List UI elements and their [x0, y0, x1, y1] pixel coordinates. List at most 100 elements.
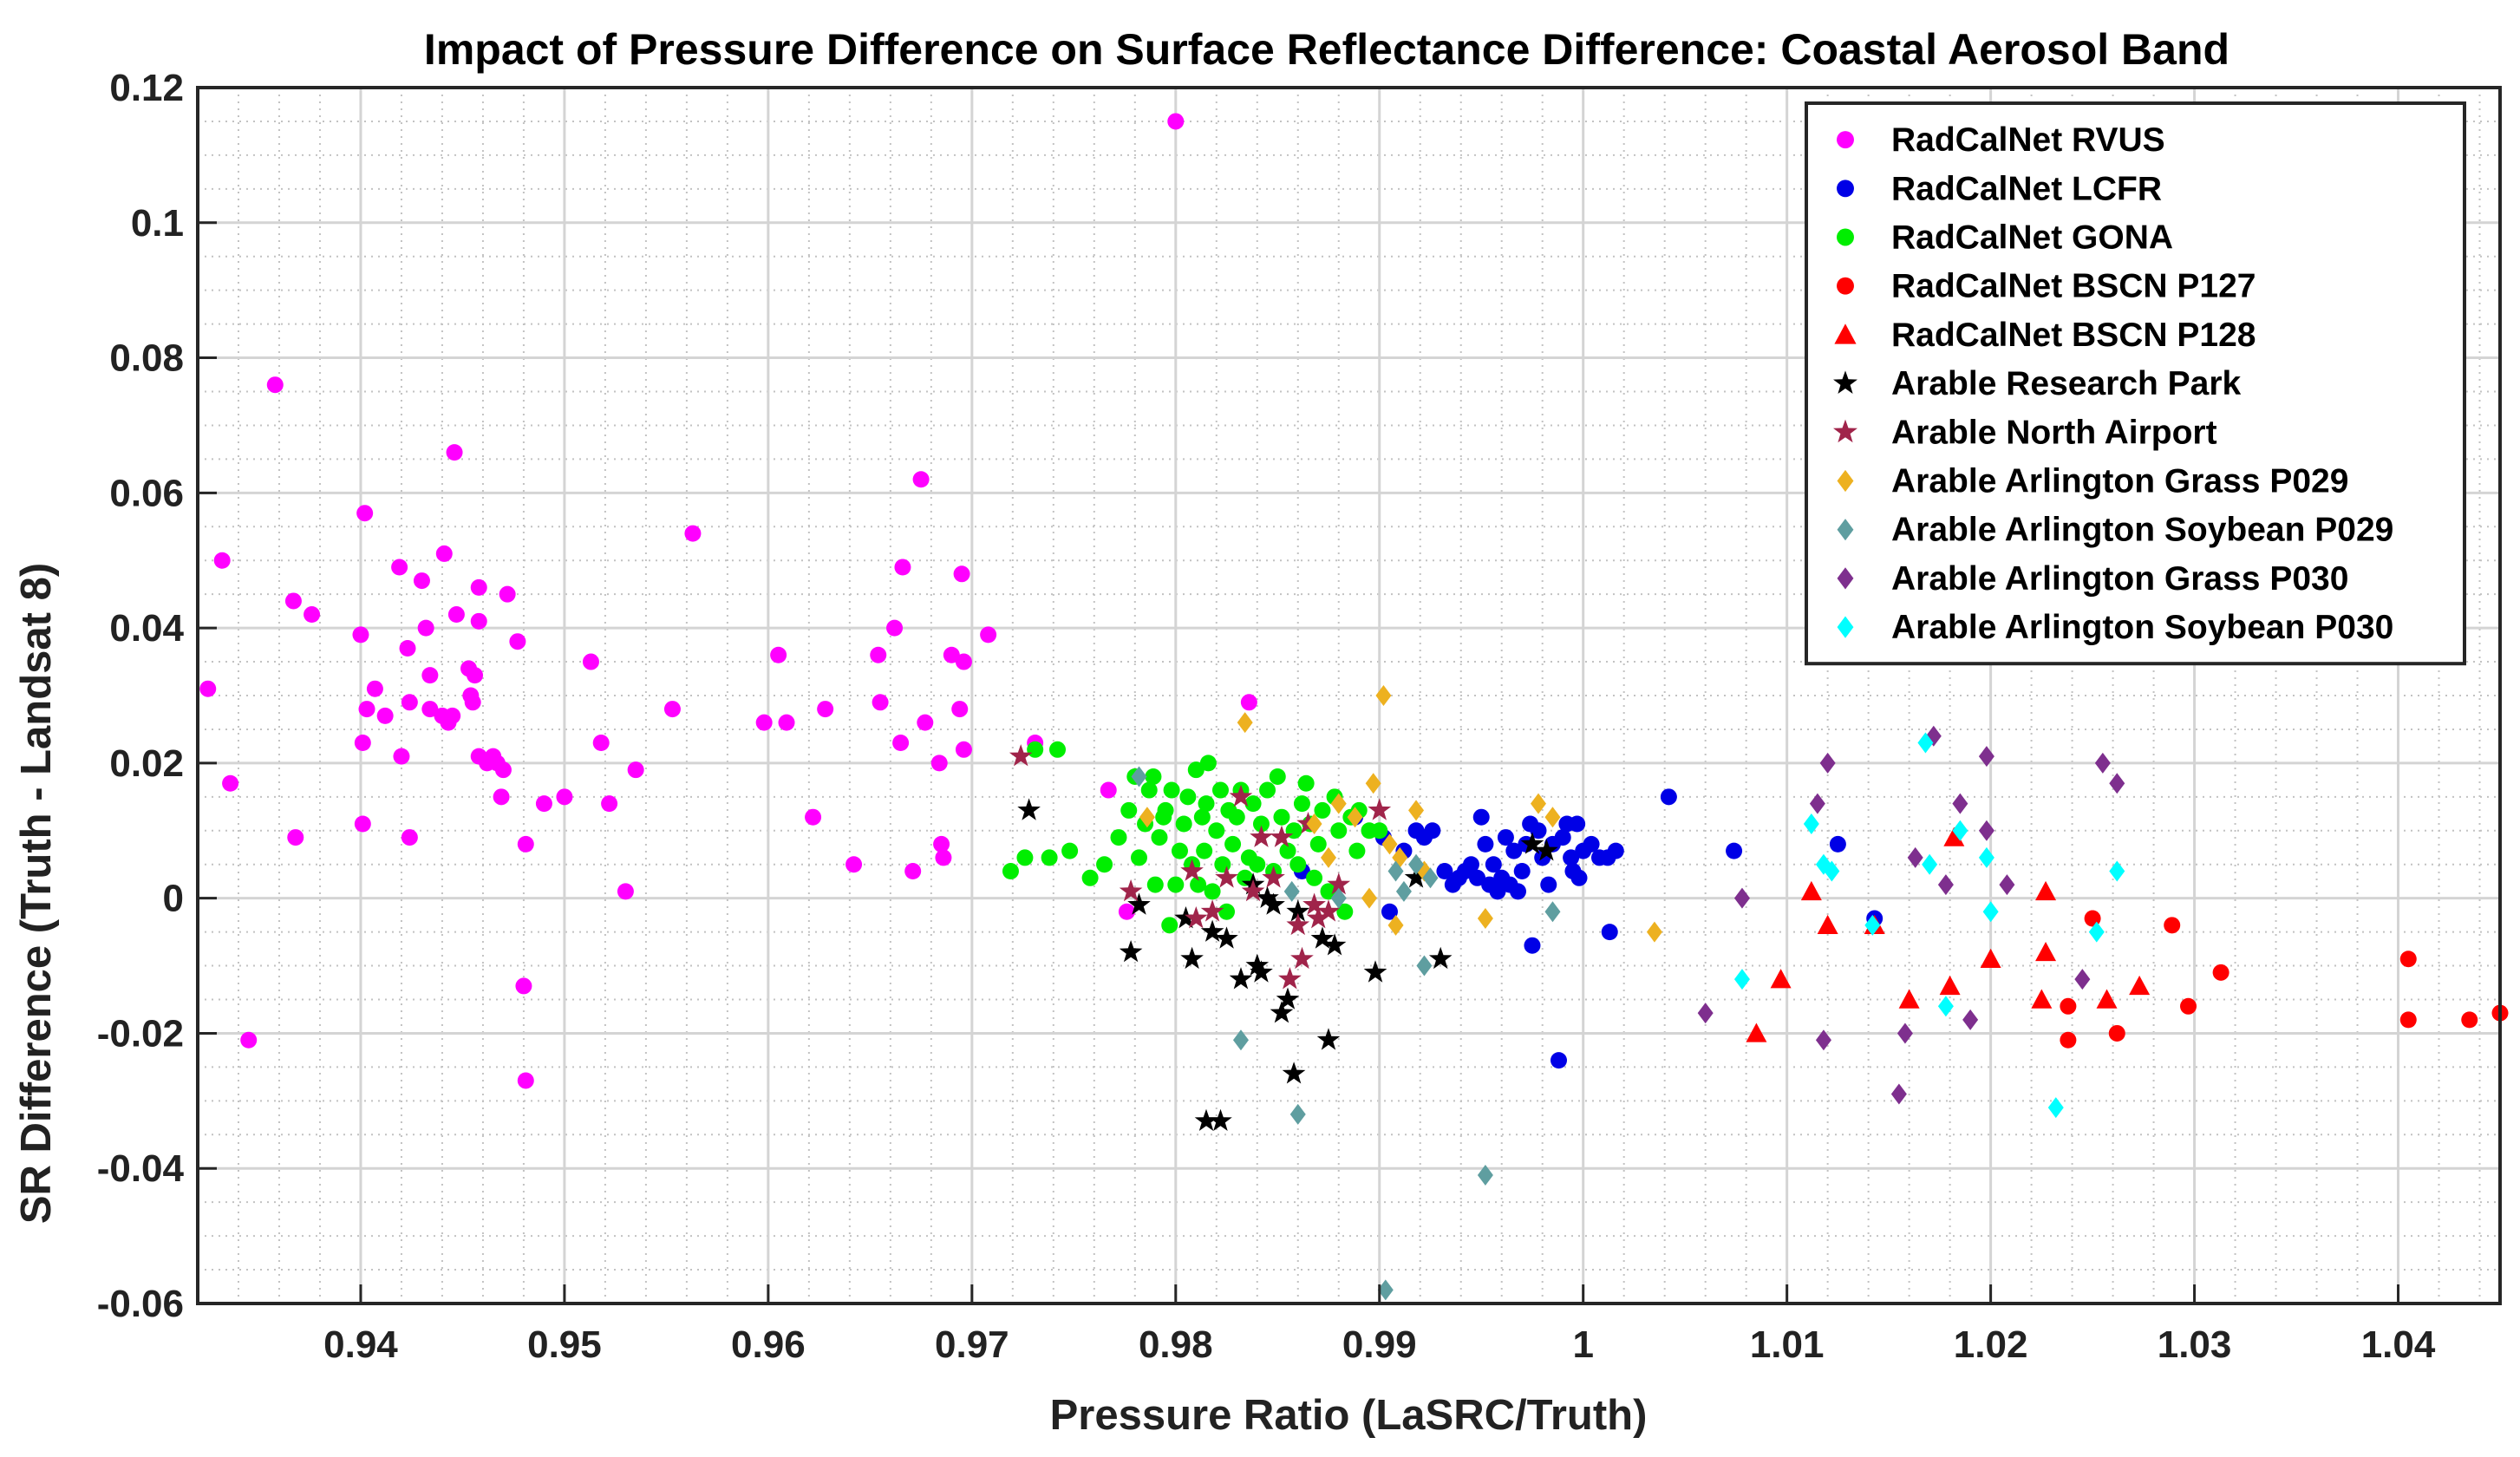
x-tick-label: 1	[1572, 1323, 1593, 1366]
data-point	[1505, 842, 1523, 859]
data-point	[222, 774, 239, 792]
data-point	[1140, 781, 1158, 799]
data-point	[556, 788, 573, 806]
data-point	[1061, 842, 1079, 859]
series-2	[1002, 741, 1388, 934]
data-point	[1316, 1028, 1341, 1050]
data-point	[1175, 815, 1192, 833]
data-point	[1096, 856, 1113, 873]
data-point	[872, 694, 889, 711]
series-4	[1746, 827, 2151, 1042]
legend-marker	[1833, 370, 1857, 394]
data-point	[1544, 901, 1561, 923]
data-point	[1249, 856, 1266, 873]
data-point	[1917, 732, 1934, 754]
data-point	[1746, 1023, 1767, 1042]
chart-title: Impact of Pressure Difference on Surface…	[424, 25, 2229, 74]
data-point	[515, 977, 532, 995]
data-point	[1293, 795, 1310, 813]
legend-label: Arable North Airport	[1891, 414, 2217, 451]
data-point	[2108, 1024, 2125, 1042]
data-point	[1733, 887, 1750, 909]
data-point	[1119, 879, 1143, 902]
data-point	[1241, 879, 1265, 902]
data-point	[1163, 781, 1180, 799]
data-point	[1377, 1279, 1394, 1301]
data-point	[955, 653, 972, 670]
data-point	[1250, 825, 1273, 847]
y-axis-ticks: -0.06 -0.04 -0.02 0 0.02 0.04 0.06 0.08 0.1 0.12	[97, 67, 217, 1325]
data-point	[845, 856, 863, 873]
data-point	[401, 829, 418, 846]
legend-marker	[1833, 419, 1857, 443]
data-point	[401, 694, 418, 711]
data-point	[1041, 849, 1058, 866]
data-point	[1817, 914, 1838, 935]
data-point	[1167, 113, 1185, 130]
data-point	[1218, 903, 1236, 920]
data-point	[1199, 755, 1217, 772]
data-point	[1365, 773, 1381, 794]
data-point	[366, 680, 383, 697]
data-point	[617, 883, 634, 900]
data-point	[421, 701, 439, 718]
data-point	[1554, 829, 1571, 846]
data-point	[1270, 825, 1294, 847]
data-point	[1330, 887, 1347, 909]
series-10	[1733, 732, 2125, 1119]
y-axis-label: SR Difference (Truth - Landsat 8)	[13, 563, 60, 1224]
legend-label: Arable Arlington Soybean P029	[1891, 512, 2393, 549]
data-point	[1273, 808, 1290, 826]
data-point	[1381, 903, 1398, 920]
data-point	[1890, 1083, 1907, 1105]
data-point	[684, 525, 702, 542]
data-point	[1922, 853, 1938, 875]
data-point	[1316, 899, 1341, 922]
y-tick-label: 0.06	[109, 472, 184, 514]
data-point	[1472, 808, 1490, 826]
data-point	[1477, 908, 1493, 930]
data-point	[1229, 967, 1253, 990]
data-point	[2060, 997, 2077, 1015]
data-point	[494, 761, 512, 779]
data-point	[1937, 874, 1954, 896]
data-point	[755, 714, 773, 731]
x-tick-label: 1.03	[2158, 1323, 2232, 1366]
legend-marker	[1837, 180, 1854, 198]
data-point	[284, 592, 302, 610]
data-point	[493, 788, 510, 806]
data-point	[1286, 912, 1310, 936]
data-point	[663, 701, 681, 718]
data-point	[1289, 856, 1307, 873]
data-point	[1320, 883, 1337, 900]
data-point	[464, 694, 481, 711]
data-point	[1100, 781, 1117, 799]
data-point	[1381, 833, 1398, 855]
data-point	[240, 1031, 258, 1049]
data-point	[1171, 842, 1188, 859]
data-point	[1897, 1023, 1913, 1044]
data-point	[213, 552, 231, 569]
data-point	[582, 653, 599, 670]
data-point	[1286, 899, 1310, 922]
data-point	[1937, 996, 1954, 1017]
data-point	[1583, 835, 1600, 853]
x-axis-ticks: 0.94 0.95 0.96 0.97 0.98 0.99 1 1.01 1.02 1.03 1.0…	[323, 1284, 2436, 1366]
y-tick-label: 0.02	[109, 742, 184, 785]
data-point	[2060, 1031, 2077, 1049]
data-point	[1314, 801, 1331, 819]
data-point	[1049, 741, 1067, 758]
data-point	[1204, 883, 1221, 900]
data-point	[1262, 866, 1285, 888]
data-point	[1009, 744, 1033, 767]
data-point	[535, 795, 552, 813]
data-point	[467, 667, 484, 684]
legend: RadCalNet RVUS RadCalNet LCFR RadCalNet GO…	[1805, 101, 2466, 666]
data-point	[1131, 766, 1147, 787]
data-point	[1310, 926, 1335, 949]
data-point	[917, 714, 934, 731]
legend-box	[1805, 101, 2466, 666]
data-point	[1211, 781, 1229, 799]
data-point	[417, 619, 434, 637]
data-point	[199, 680, 217, 697]
